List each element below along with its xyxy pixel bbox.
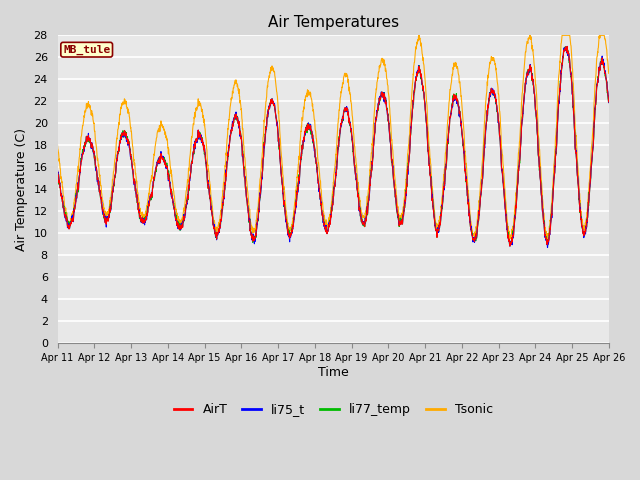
Y-axis label: Air Temperature (C): Air Temperature (C)	[15, 128, 28, 251]
Title: Air Temperatures: Air Temperatures	[268, 15, 399, 30]
Text: MB_tule: MB_tule	[63, 45, 110, 55]
Legend: AirT, li75_t, li77_temp, Tsonic: AirT, li75_t, li77_temp, Tsonic	[169, 398, 498, 421]
X-axis label: Time: Time	[318, 365, 349, 379]
